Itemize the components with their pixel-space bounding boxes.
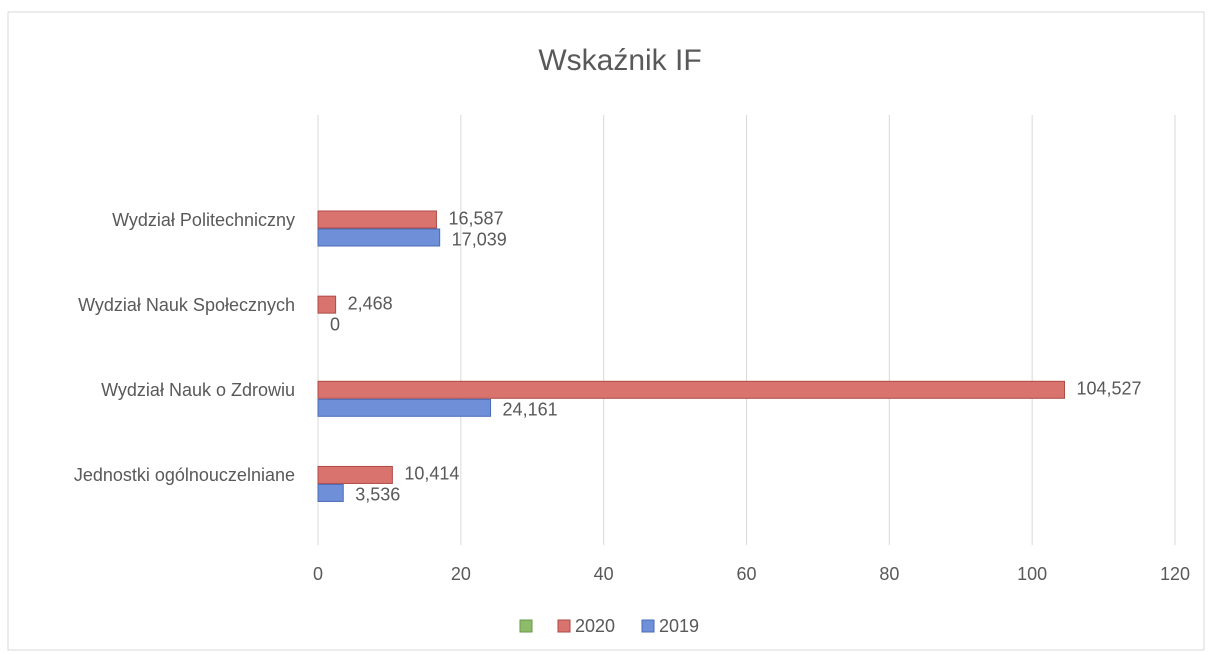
x-tick-label: 20 bbox=[451, 564, 471, 584]
legend-swatch bbox=[641, 619, 655, 633]
x-tick-label: 0 bbox=[313, 564, 323, 584]
legend-label: 2019 bbox=[659, 616, 699, 636]
y-tick-label: Wydział Politechniczny bbox=[112, 210, 295, 230]
x-tick-label: 120 bbox=[1160, 564, 1190, 584]
legend-label: 2020 bbox=[575, 616, 615, 636]
x-tick-label: 40 bbox=[594, 564, 614, 584]
bar bbox=[317, 210, 437, 229]
bar bbox=[317, 228, 441, 247]
legend-swatch bbox=[519, 619, 533, 633]
y-tick-label: Jednostki ogólnouczelniane bbox=[74, 465, 295, 485]
y-tick-label: Wydział Nauk o Zdrowiu bbox=[101, 380, 295, 400]
chart-title: Wskaźnik IF bbox=[538, 44, 701, 77]
x-tick-label: 100 bbox=[1017, 564, 1047, 584]
data-label: 2,468 bbox=[348, 293, 393, 313]
chart-border bbox=[7, 11, 1205, 651]
y-tick-label: Wydział Nauk Społecznych bbox=[78, 295, 295, 315]
x-tick-label: 60 bbox=[736, 564, 756, 584]
data-label: 10,414 bbox=[404, 464, 459, 484]
bar bbox=[317, 380, 1065, 399]
bar bbox=[317, 465, 393, 484]
x-tick-label: 80 bbox=[879, 564, 899, 584]
legend-swatch bbox=[557, 619, 571, 633]
data-label: 0 bbox=[330, 314, 340, 334]
bar bbox=[317, 398, 492, 417]
data-label: 17,039 bbox=[452, 229, 507, 249]
data-label: 3,536 bbox=[355, 485, 400, 505]
bar bbox=[317, 295, 337, 314]
data-label: 16,587 bbox=[448, 208, 503, 228]
data-label: 24,161 bbox=[503, 400, 558, 420]
bar bbox=[317, 483, 344, 502]
data-label: 104,527 bbox=[1076, 379, 1141, 399]
